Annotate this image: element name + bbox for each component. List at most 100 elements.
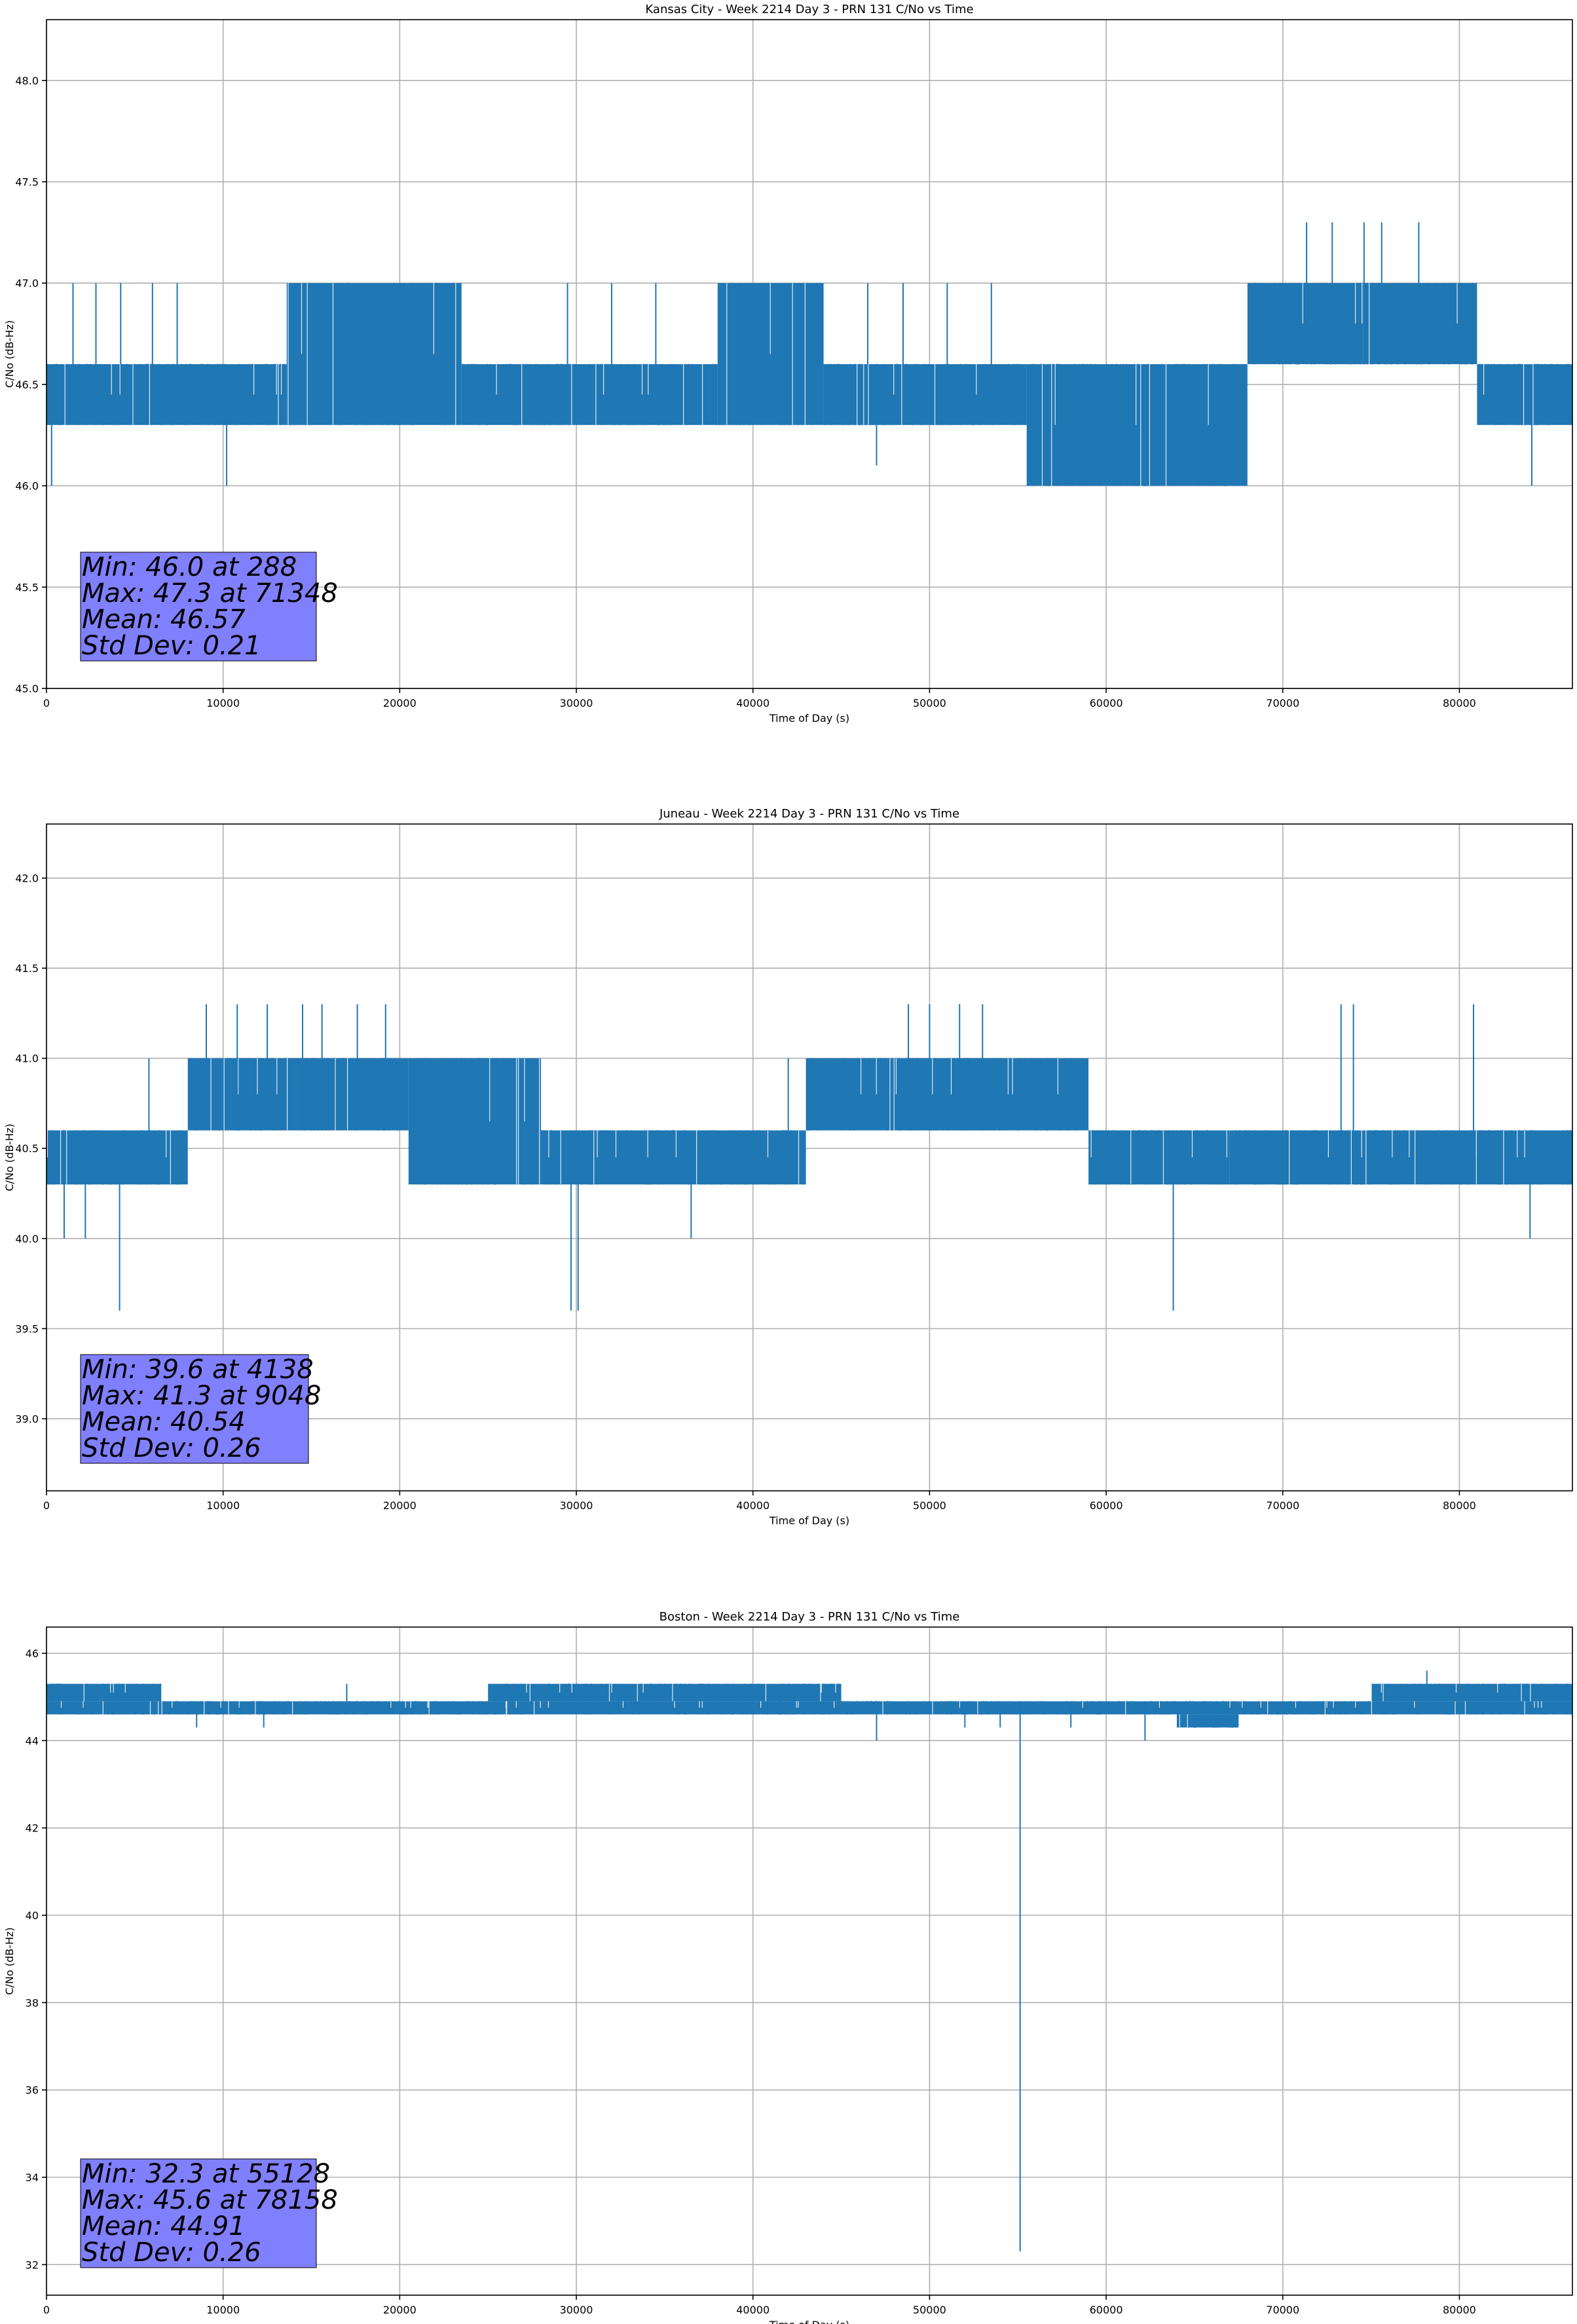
trace-gaps — [60, 1683, 1542, 1728]
x-tick-label: 70000 — [1266, 697, 1299, 709]
y-tick-label: 39.5 — [15, 1322, 39, 1335]
x-tick-label: 0 — [43, 2304, 50, 2316]
x-axis-label: Time of Day (s) — [769, 1514, 849, 1527]
x-tick-label: 80000 — [1443, 2304, 1476, 2316]
y-tick-label: 34 — [26, 2171, 39, 2184]
y-tick-label: 39.0 — [15, 1413, 39, 1425]
y-tick-label: 46.0 — [15, 480, 39, 493]
x-tick-label: 70000 — [1266, 2304, 1299, 2316]
data-band — [1026, 364, 1248, 486]
chart-title: Kansas City - Week 2214 Day 3 - PRN 131 … — [645, 3, 973, 16]
stats-line: Mean: 40.54 — [82, 1407, 246, 1437]
data-band — [806, 1058, 1089, 1131]
y-tick-label: 47.0 — [15, 277, 39, 290]
data-band — [461, 364, 718, 425]
x-tick-label: 80000 — [1443, 1499, 1476, 1512]
trace-flicker — [48, 1058, 1571, 1185]
x-tick-label: 30000 — [560, 2304, 593, 2316]
data-band — [541, 1130, 806, 1185]
x-tick-label: 60000 — [1090, 2304, 1123, 2316]
y-tick-label: 42 — [26, 1822, 39, 1835]
chart-title: Juneau - Week 2214 Day 3 - PRN 131 C/No … — [659, 807, 959, 821]
y-tick-label: 36 — [26, 2084, 39, 2097]
x-tick-label: 60000 — [1090, 697, 1123, 709]
x-tick-label: 0 — [43, 697, 50, 709]
axes-frame — [46, 19, 1573, 689]
stats-line: Max: 41.3 at 9048 — [82, 1381, 321, 1411]
chart-panel-2: 0 10000 20000 30000 40000 50000 60000 70000 8000… — [3, 807, 1573, 1527]
y-tick-label: 32 — [26, 2258, 39, 2271]
series-trace — [46, 1670, 1572, 2252]
x-tick-label: 50000 — [913, 697, 946, 709]
data-band — [286, 283, 462, 425]
y-tick-label: 40 — [26, 1909, 39, 1922]
stats-line: Max: 45.6 at 78158 — [82, 2185, 338, 2215]
x-tick-label: 50000 — [913, 2304, 946, 2316]
stats-line: Min: 39.6 at 4138 — [82, 1355, 314, 1385]
data-band — [488, 1683, 842, 1702]
data-band — [46, 1130, 188, 1185]
x-tick-label: 20000 — [383, 697, 417, 709]
y-tick-label: 47.5 — [15, 176, 39, 189]
stats-line: Mean: 44.91 — [82, 2211, 246, 2241]
stats-line: Mean: 46.57 — [82, 605, 246, 635]
data-band — [1088, 1130, 1230, 1185]
stats-box — [80, 1354, 309, 1464]
x-tick-label: 20000 — [383, 1499, 417, 1512]
stats-line: Std Dev: 0.26 — [82, 1433, 261, 1463]
x-tick-label: 80000 — [1443, 697, 1476, 709]
stats-line: Std Dev: 0.21 — [82, 631, 261, 661]
x-tick-label: 10000 — [206, 697, 240, 709]
y-tick-label: 44 — [26, 1734, 39, 1747]
trace-gaps — [64, 283, 1534, 486]
data-band — [1176, 1714, 1239, 1728]
stats-line: Min: 46.0 at 288 — [82, 552, 297, 582]
y-axis-label: C/No (dB-Hz) — [3, 320, 16, 388]
x-tick-label: 40000 — [736, 697, 770, 709]
data-band — [46, 1701, 1572, 1715]
stats-line: Max: 47.3 at 71348 — [82, 578, 338, 609]
trace-flicker — [47, 282, 1569, 487]
x-tick-label: 20000 — [383, 2304, 417, 2316]
y-tick-label: 48.0 — [15, 75, 39, 87]
x-tick-label: 50000 — [913, 1499, 946, 1512]
data-band — [1371, 1683, 1572, 1702]
stats-box — [80, 2158, 317, 2268]
trace-gaps — [46, 1058, 1525, 1185]
series-trace — [46, 1004, 1572, 1311]
data-band — [46, 1683, 162, 1702]
y-tick-label: 41.0 — [15, 1053, 39, 1065]
y-tick-label: 40.0 — [15, 1233, 39, 1245]
y-tick-label: 42.0 — [15, 872, 39, 885]
x-tick-label: 70000 — [1266, 1499, 1299, 1512]
data-band — [1229, 1130, 1572, 1185]
data-band — [187, 1058, 409, 1131]
axes-frame — [46, 1626, 1573, 2296]
data-band — [408, 1058, 542, 1185]
chart-panel-1: 0 10000 20000 30000 40000 50000 60000 70000 8000… — [3, 3, 1573, 724]
chart-panel-3: 0 10000 20000 30000 40000 50000 60000 70000 8000… — [3, 1610, 1573, 2324]
x-tick-label: 0 — [43, 1499, 50, 1512]
stats-line: Std Dev: 0.26 — [82, 2238, 261, 2268]
x-tick-label: 40000 — [736, 2304, 770, 2316]
trace-flicker — [50, 1683, 1572, 1728]
data-band — [823, 364, 1027, 425]
x-axis-label: Time of Day (s) — [769, 712, 849, 724]
data-band — [46, 364, 287, 425]
x-tick-label: 10000 — [206, 2304, 240, 2316]
x-tick-label: 30000 — [560, 697, 593, 709]
y-tick-label: 46.5 — [15, 379, 39, 391]
axes-frame — [46, 823, 1573, 1491]
y-axis-label: C/No (dB-Hz) — [3, 1123, 16, 1191]
data-band — [1477, 364, 1572, 425]
series-trace — [46, 222, 1572, 487]
y-tick-label: 45.0 — [15, 683, 39, 695]
y-tick-label: 46 — [26, 1647, 39, 1660]
x-tick-label: 30000 — [560, 1499, 593, 1512]
x-axis-label: Time of Day (s) — [769, 2319, 849, 2324]
y-tick-label: 40.5 — [15, 1142, 39, 1155]
x-tick-label: 10000 — [206, 1499, 240, 1512]
y-axis-label: C/No (dB-Hz) — [3, 1927, 16, 1995]
x-tick-label: 40000 — [736, 1499, 770, 1512]
